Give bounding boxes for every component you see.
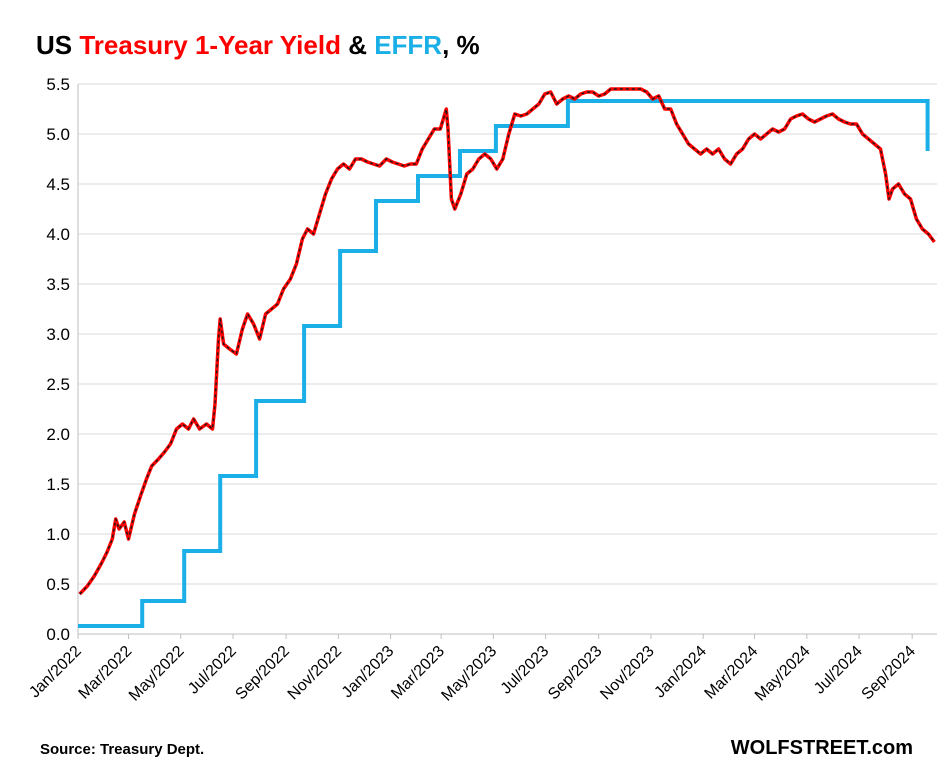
title-part-amp: & (340, 30, 375, 60)
x-tick-label: Jan/2022 (26, 643, 85, 702)
x-tick-label: Jul/2024 (811, 643, 866, 698)
x-tick-label: Nov/2022 (285, 643, 346, 704)
x-tick-label: Sep/2022 (232, 643, 293, 704)
y-tick-label: 1.0 (46, 525, 70, 544)
y-tick-label: 1.5 (46, 475, 70, 494)
series-line-effr (78, 99, 930, 628)
x-tick-label: Sep/2023 (545, 643, 606, 704)
y-tick-label: 4.5 (46, 175, 70, 194)
x-tick-label: Jan/2024 (651, 643, 710, 702)
x-tick-label: Sep/2024 (859, 643, 920, 704)
x-tick-label: May/2024 (752, 643, 814, 705)
x-tick-label: Jul/2022 (185, 643, 240, 698)
title-part-unit: , % (442, 30, 480, 60)
x-tick-label: May/2023 (438, 643, 500, 705)
series-line-treasury-1y (78, 87, 936, 596)
y-tick-label: 0.5 (46, 575, 70, 594)
y-tick-label: 4.0 (46, 225, 70, 244)
x-tick-label: Jul/2023 (498, 643, 553, 698)
y-tick-label: 2.0 (46, 425, 70, 444)
x-tick-labels: Jan/2022Mar/2022May/2022Jul/2022Sep/2022… (26, 634, 919, 705)
x-tick-label: May/2022 (126, 643, 188, 705)
site-watermark: WOLFSTREET.com (730, 737, 913, 759)
gridlines (77, 83, 937, 635)
source-note: Source: Treasury Dept. (40, 741, 205, 758)
y-tick-label: 0.0 (46, 625, 70, 644)
title-part-us: US (36, 30, 80, 60)
chart-title: US Treasury 1-Year Yield & EFFR, % (36, 30, 480, 61)
series-line-treasury-1y-dash (79, 88, 935, 595)
x-tick-label: Nov/2023 (597, 643, 658, 704)
y-tick-label: 3.0 (46, 325, 70, 344)
series-lines (78, 87, 936, 628)
x-tick-label: Jan/2023 (339, 643, 398, 702)
y-tick-label: 5.0 (46, 125, 70, 144)
y-tick-labels: 0.0 0.5 1.0 1.5 2.0 2.5 3.0 3.5 4.0 4.5 5.0 5.5 (46, 75, 70, 644)
y-tick-label: 5.5 (46, 75, 70, 94)
y-tick-label: 2.5 (46, 375, 70, 394)
title-part-effr: EFFR (374, 30, 443, 60)
y-tick-label: 3.5 (46, 275, 70, 294)
title-part-treasury: Treasury 1-Year Yield (79, 30, 341, 60)
